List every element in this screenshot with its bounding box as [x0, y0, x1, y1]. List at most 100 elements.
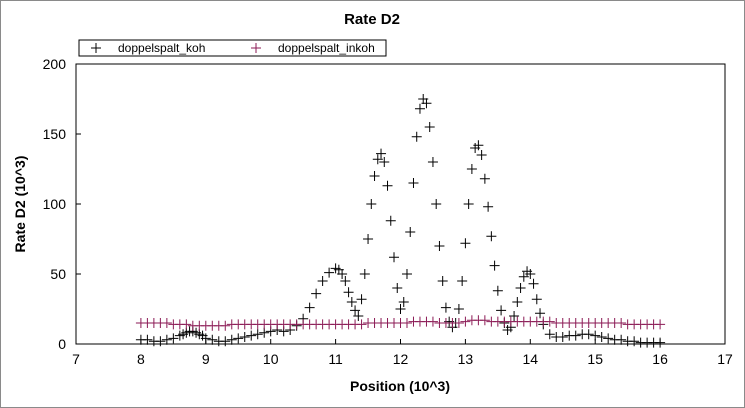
data-point [304, 302, 315, 313]
data-point [385, 215, 396, 226]
data-point [479, 315, 490, 326]
data-point [629, 336, 640, 347]
data-point [252, 329, 263, 340]
data-point [570, 330, 581, 341]
data-point [512, 297, 523, 307]
data-point [496, 305, 507, 316]
data-point [453, 304, 464, 314]
data-point [356, 294, 367, 305]
data-point [207, 334, 218, 345]
data-point [463, 199, 474, 209]
x-tick-label: 9 [202, 351, 210, 367]
x-tick-label: 12 [393, 351, 409, 367]
data-point [408, 178, 419, 188]
data-point [155, 336, 166, 347]
data-marks [135, 94, 666, 348]
data-point [324, 267, 335, 278]
data-point [476, 150, 487, 160]
data-point [466, 164, 477, 174]
data-point [486, 231, 497, 242]
data-point [424, 122, 435, 132]
x-axis: 7 8 9 10 11 12 13 14 15 16 17 [72, 339, 733, 367]
y-tick-label: 150 [43, 126, 67, 142]
data-point [346, 297, 357, 307]
data-point [518, 271, 529, 282]
data-point [583, 329, 594, 340]
data-point [590, 330, 601, 341]
y-tick-label: 50 [50, 266, 66, 282]
data-point [544, 329, 555, 340]
data-point [379, 157, 390, 167]
x-tick-label: 10 [263, 351, 279, 367]
data-point [405, 227, 416, 237]
data-point [200, 333, 211, 344]
data-point [427, 157, 438, 167]
data-point [401, 318, 412, 328]
legend-label: doppelspalt_koh [118, 41, 205, 55]
data-point [460, 238, 471, 249]
y-tick-label: 100 [43, 196, 67, 212]
x-axis-title: Position (10^3) [350, 378, 450, 394]
data-point [259, 327, 270, 338]
data-point [596, 332, 607, 342]
series-doppelspalt_inkoh [135, 315, 666, 331]
data-point [392, 283, 403, 293]
data-point [528, 278, 539, 289]
data-point [421, 98, 432, 109]
data-point [655, 319, 666, 330]
data-point [535, 308, 546, 319]
x-tick-label: 17 [717, 351, 733, 367]
data-point [557, 332, 568, 342]
y-axis: 0 50 100 150 200 [43, 56, 81, 352]
data-point [398, 297, 409, 307]
data-point [350, 305, 361, 316]
data-point [369, 171, 380, 181]
data-point [616, 334, 627, 345]
data-point [434, 241, 445, 251]
legend-marker [251, 43, 261, 53]
x-tick-label: 15 [587, 351, 603, 367]
data-point [401, 269, 412, 279]
data-point [233, 333, 244, 344]
x-tick-label: 7 [72, 351, 80, 367]
data-point [395, 304, 406, 314]
data-point [220, 320, 231, 331]
data-point [389, 252, 400, 263]
data-point [161, 334, 172, 345]
x-tick-label: 13 [458, 351, 474, 367]
data-point [457, 276, 468, 286]
x-tick-label: 14 [523, 351, 539, 367]
data-point [492, 285, 503, 296]
x-tick-label: 8 [137, 351, 145, 367]
legend-label: doppelspalt_inkoh [278, 41, 375, 55]
chart-title: Rate D2 [344, 11, 400, 28]
data-point [544, 316, 555, 327]
data-point [411, 131, 422, 142]
data-point [489, 260, 500, 271]
data-point [246, 330, 257, 341]
x-tick-label: 16 [652, 351, 668, 367]
series-doppelspalt_koh [135, 94, 666, 348]
data-point [372, 154, 383, 165]
data-point [440, 302, 451, 313]
legend-box [78, 39, 387, 57]
data-point [353, 311, 364, 321]
data-point [317, 276, 328, 286]
data-point [460, 316, 471, 327]
data-point [161, 318, 172, 328]
data-point [363, 234, 374, 244]
data-point [453, 318, 464, 328]
data-point [509, 311, 520, 321]
data-point [473, 140, 484, 151]
y-tick-label: 200 [43, 56, 67, 72]
data-point [356, 319, 367, 330]
data-point [142, 334, 153, 345]
data-point [340, 276, 351, 286]
y-tick-label: 0 [58, 336, 66, 352]
data-point [366, 199, 377, 209]
data-point [359, 269, 370, 279]
data-point [525, 269, 536, 279]
data-point [603, 333, 614, 344]
data-point [531, 294, 542, 305]
